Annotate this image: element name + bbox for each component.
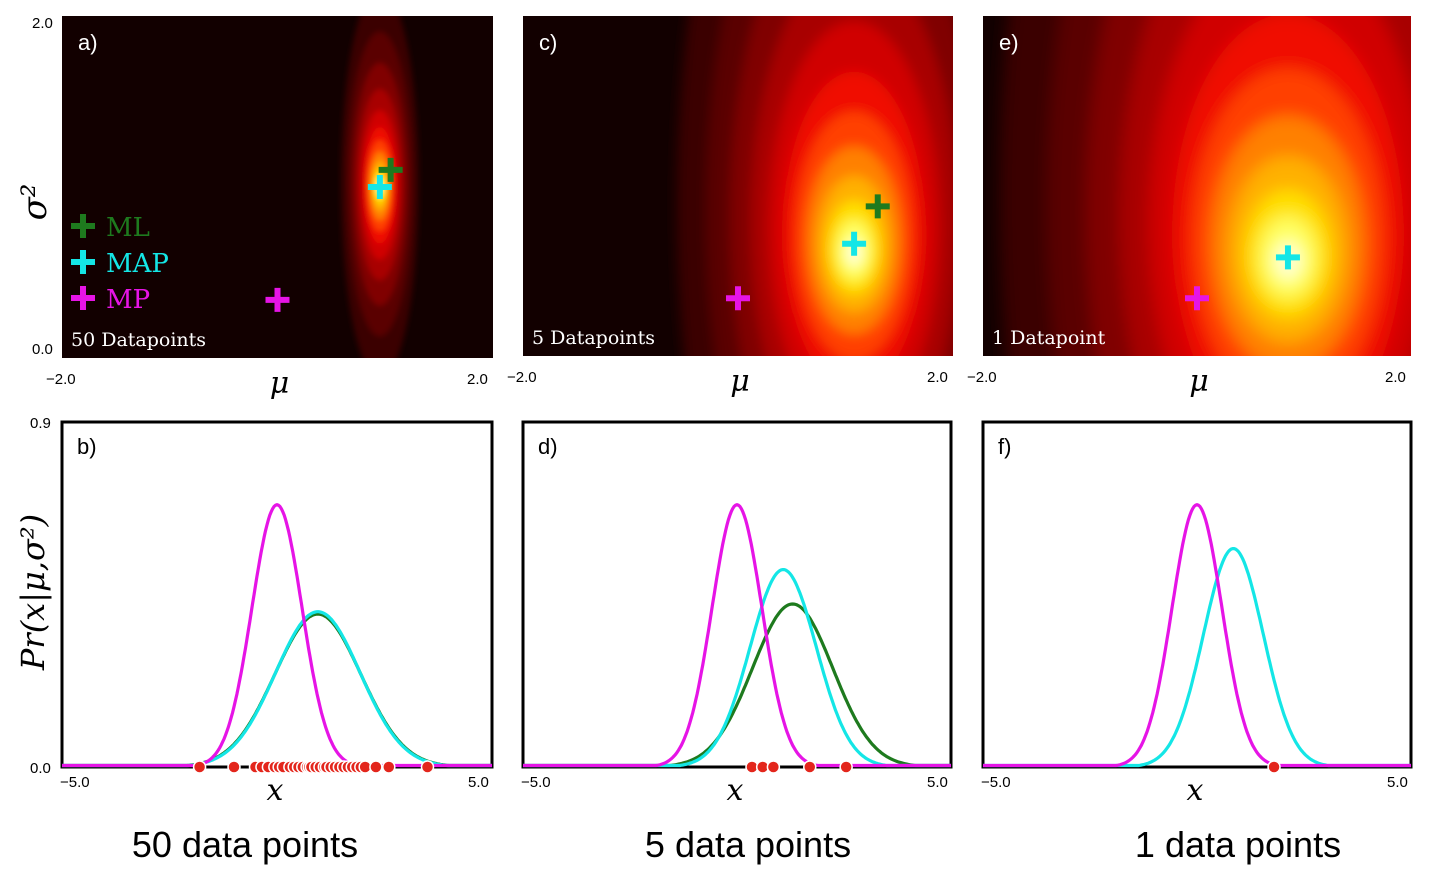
legend-marker-ml xyxy=(71,214,95,238)
panel-label: a) xyxy=(78,30,98,55)
datapoint xyxy=(766,760,781,774)
xtick-max: 2.0 xyxy=(927,369,948,386)
xtick-min: −2.0 xyxy=(967,369,997,386)
x-axis-label: x xyxy=(727,773,744,808)
line-panel-b: b) −5.0 5.0 x 0.9 0.0 Pr(x|μ,σ²) xyxy=(14,415,494,808)
ytick-min: 0.0 xyxy=(30,760,51,777)
datapoints-annotation: 50 Datapoints xyxy=(71,329,206,351)
legend-label-map: MAP xyxy=(106,249,169,279)
xtick-max: 5.0 xyxy=(927,774,948,791)
line-panel-d: d) −5.0 5.0 x xyxy=(521,420,953,808)
xtick-max: 2.0 xyxy=(1385,369,1406,386)
marker-map xyxy=(367,175,392,199)
xtick-min: −2.0 xyxy=(46,371,76,388)
xtick-min: −5.0 xyxy=(981,774,1011,791)
panel-label: b) xyxy=(77,434,97,459)
datapoint xyxy=(369,760,383,774)
plot-frame xyxy=(521,420,953,769)
marker-mp xyxy=(1185,286,1209,311)
heatmap-panel-e: e) 1 Datapoint −2.0 2.0 μ xyxy=(967,16,1411,399)
xtick-min: −5.0 xyxy=(60,774,90,791)
xtick-min: −2.0 xyxy=(507,369,537,386)
legend-label-ml: ML xyxy=(106,213,150,243)
x-axis-label: μ xyxy=(270,366,290,401)
x-axis-label: x xyxy=(267,773,284,808)
heatmap-panel-a: a) 50 Datapoints −2.0 2.0 μ 2.0 0.0 σ² ML MAP MP xyxy=(15,15,493,401)
x-axis-label: μ xyxy=(1189,364,1209,399)
xtick-max: 2.0 xyxy=(467,371,488,388)
legend-marker-map xyxy=(71,250,95,274)
panel-label: f) xyxy=(998,434,1011,459)
curve-mp xyxy=(62,503,492,768)
xtick-max: 5.0 xyxy=(468,774,489,791)
ytick-min: 0.0 xyxy=(32,341,53,358)
marker-mp xyxy=(265,287,290,312)
xtick-min: −5.0 xyxy=(521,774,551,791)
x-axis-label: μ xyxy=(730,364,750,399)
plot-frame xyxy=(60,420,494,769)
heatmap-panel-c: c) 5 Datapoints −2.0 2.0 μ xyxy=(507,16,953,399)
legend: ML MAP MP xyxy=(71,213,169,315)
datapoint xyxy=(382,760,396,774)
ytick-max: 0.9 xyxy=(30,415,51,432)
y-axis-label: σ² xyxy=(15,184,55,221)
datapoint xyxy=(192,760,207,774)
panel-label: c) xyxy=(539,30,557,55)
panel-label: e) xyxy=(999,30,1019,55)
curve-mp xyxy=(523,503,951,768)
datapoint xyxy=(1267,760,1281,774)
datapoint xyxy=(227,760,241,774)
marker-mp xyxy=(726,286,750,311)
legend-label-mp: MP xyxy=(106,285,150,315)
caption-50-points: 50 data points xyxy=(131,824,359,865)
datapoint xyxy=(803,760,817,774)
ytick-max: 2.0 xyxy=(32,15,53,32)
legend-marker-mp xyxy=(71,286,95,310)
datapoints-annotation: 1 Datapoint xyxy=(992,327,1106,349)
marker-ml xyxy=(378,157,403,182)
datapoints-annotation: 5 Datapoints xyxy=(532,327,655,349)
panel-label: d) xyxy=(538,434,558,459)
datapoint xyxy=(420,760,435,774)
curve-mp xyxy=(983,503,1411,768)
xtick-max: 5.0 xyxy=(1387,774,1408,791)
y-axis-label: Pr(x|μ,σ²) xyxy=(14,514,52,671)
line-panel-f: f) −5.0 5.0 x xyxy=(981,420,1413,808)
marker-map xyxy=(842,231,867,256)
datapoint xyxy=(839,760,853,774)
posterior-density xyxy=(999,16,1411,356)
marker-ml xyxy=(865,194,890,219)
plot-frame xyxy=(981,420,1413,769)
caption-5-points: 5 data points xyxy=(644,824,852,865)
marker-map xyxy=(1275,245,1300,270)
x-axis-label: x xyxy=(1187,773,1204,808)
caption-1-point: 1 data points xyxy=(1134,824,1342,865)
posterior-density xyxy=(676,16,953,356)
